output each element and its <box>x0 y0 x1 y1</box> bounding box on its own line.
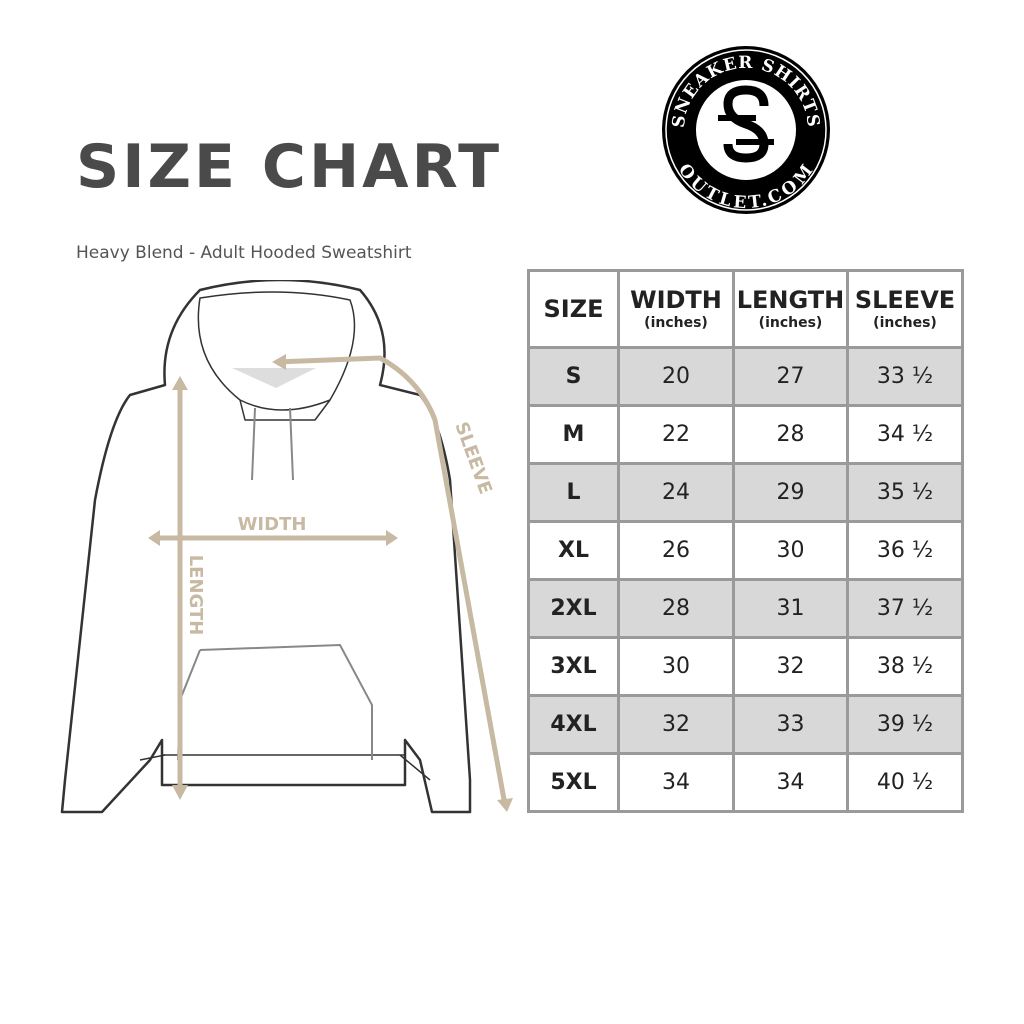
length-cell: 33 <box>732 694 849 755</box>
width-cell: 28 <box>617 578 735 639</box>
sleeve-cell: 39 ½ <box>846 694 964 755</box>
width-cell: 22 <box>617 404 735 465</box>
sleeve-cell: 40 ½ <box>846 752 964 813</box>
size-cell: 2XL <box>527 578 620 639</box>
table-row: M 22 28 34 ½ <box>527 404 964 465</box>
length-label: LENGTH <box>185 555 206 636</box>
length-cell: 31 <box>732 578 849 639</box>
hoodie-diagram: WIDTH LENGTH SLEEVE <box>60 280 513 814</box>
size-table: SIZE WIDTH (inches) LENGTH (inches) SLEEVE… <box>527 269 964 813</box>
size-cell: XL <box>527 520 620 581</box>
table-row: 3XL 30 32 38 ½ <box>527 636 964 697</box>
product-subtitle: Heavy Blend - Adult Hooded Sweatshirt <box>76 243 412 263</box>
table-row: 2XL 28 31 37 ½ <box>527 578 964 639</box>
header-label: SIZE <box>543 295 604 323</box>
header-label: WIDTH <box>630 286 722 314</box>
width-cell: 30 <box>617 636 735 697</box>
size-cell: 4XL <box>527 694 620 755</box>
table-row: XL 26 30 36 ½ <box>527 520 964 581</box>
table-row: S 20 27 33 ½ <box>527 346 964 407</box>
width-cell: 34 <box>617 752 735 813</box>
monogram-icon <box>718 85 774 163</box>
sleeve-cell: 37 ½ <box>846 578 964 639</box>
sleeve-cell: 36 ½ <box>846 520 964 581</box>
size-cell: S <box>527 346 620 407</box>
sleeve-cell: 35 ½ <box>846 462 964 523</box>
header-width: WIDTH (inches) <box>617 269 735 349</box>
header-label: SLEEVE <box>854 286 956 314</box>
header-unit: (inches) <box>644 315 708 331</box>
table-row: L 24 29 35 ½ <box>527 462 964 523</box>
sleeve-cell: 38 ½ <box>846 636 964 697</box>
size-cell: 3XL <box>527 636 620 697</box>
width-cell: 32 <box>617 694 735 755</box>
table-row: 4XL 32 33 39 ½ <box>527 694 964 755</box>
header-unit: (inches) <box>873 315 937 331</box>
length-cell: 32 <box>732 636 849 697</box>
length-cell: 34 <box>732 752 849 813</box>
measurement-lines <box>148 354 513 812</box>
size-cell: M <box>527 404 620 465</box>
table-header-row: SIZE WIDTH (inches) LENGTH (inches) SLEEVE… <box>527 269 964 349</box>
page-title: SIZE CHART <box>76 132 503 202</box>
length-cell: 30 <box>732 520 849 581</box>
length-cell: 29 <box>732 462 849 523</box>
width-cell: 24 <box>617 462 735 523</box>
header-unit: (inches) <box>758 315 823 331</box>
header-length: LENGTH (inches) <box>732 269 849 349</box>
sleeve-cell: 34 ½ <box>846 404 964 465</box>
table-row: 5XL 34 34 40 ½ <box>527 752 964 813</box>
size-cell: 5XL <box>527 752 620 813</box>
width-cell: 26 <box>617 520 735 581</box>
header-sleeve: SLEEVE (inches) <box>846 269 964 349</box>
width-label: WIDTH <box>238 514 307 535</box>
length-cell: 27 <box>732 346 849 407</box>
header-size: SIZE <box>527 269 620 349</box>
brand-logo: SNEAKER SHIRTS OUTLET.COM <box>662 46 830 214</box>
width-cell: 20 <box>617 346 735 407</box>
header-label: LENGTH <box>736 286 845 314</box>
size-cell: L <box>527 462 620 523</box>
length-cell: 28 <box>732 404 849 465</box>
sleeve-label: SLEEVE <box>450 419 495 497</box>
sleeve-cell: 33 ½ <box>846 346 964 407</box>
